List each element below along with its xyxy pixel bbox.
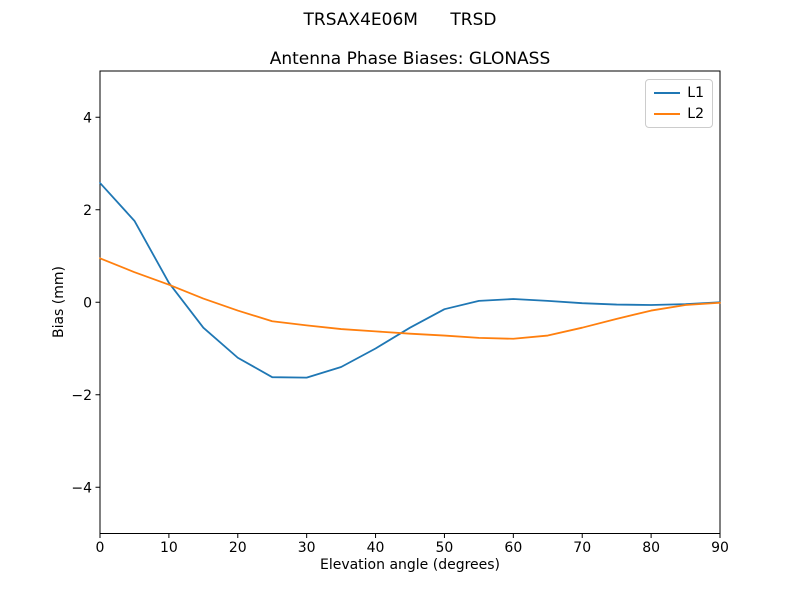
x-tick-label: 70	[573, 540, 591, 556]
legend-label-l2: L2	[687, 106, 704, 122]
chart-title: Antenna Phase Biases: GLONASS	[269, 49, 551, 69]
y-axis-label: Bias (mm)	[51, 265, 67, 339]
legend-item-l1: L1	[654, 86, 704, 100]
legend-label-l1: L1	[687, 85, 704, 101]
plot-border	[99, 70, 721, 534]
series-line-l2	[99, 257, 721, 340]
figure-suptitle: TRSAX4E06M TRSD	[303, 10, 497, 30]
x-axis-label: Elevation angle (degrees)	[319, 557, 501, 573]
x-tick-label: 30	[298, 540, 316, 556]
y-tick-label: 0	[83, 295, 92, 311]
x-tick-label: 80	[642, 540, 660, 556]
legend: L1 L2	[645, 79, 713, 128]
y-tick-label: −2	[71, 388, 92, 404]
x-tick-label: 10	[160, 540, 178, 556]
y-tick-label: 4	[83, 110, 92, 126]
x-tick-label: 50	[436, 540, 454, 556]
x-tick-label: 0	[96, 540, 105, 556]
x-tick-label: 60	[504, 540, 522, 556]
series-line-l1	[99, 182, 721, 379]
l1-line-swatch	[654, 92, 681, 94]
legend-item-l2: L2	[654, 107, 704, 121]
x-tick-label: 20	[229, 540, 247, 556]
y-tick-label: 2	[83, 203, 92, 219]
x-tick-label: 90	[711, 540, 729, 556]
x-tick-label: 40	[367, 540, 385, 556]
l2-line-swatch	[654, 113, 681, 115]
y-tick-label: −4	[71, 480, 92, 496]
